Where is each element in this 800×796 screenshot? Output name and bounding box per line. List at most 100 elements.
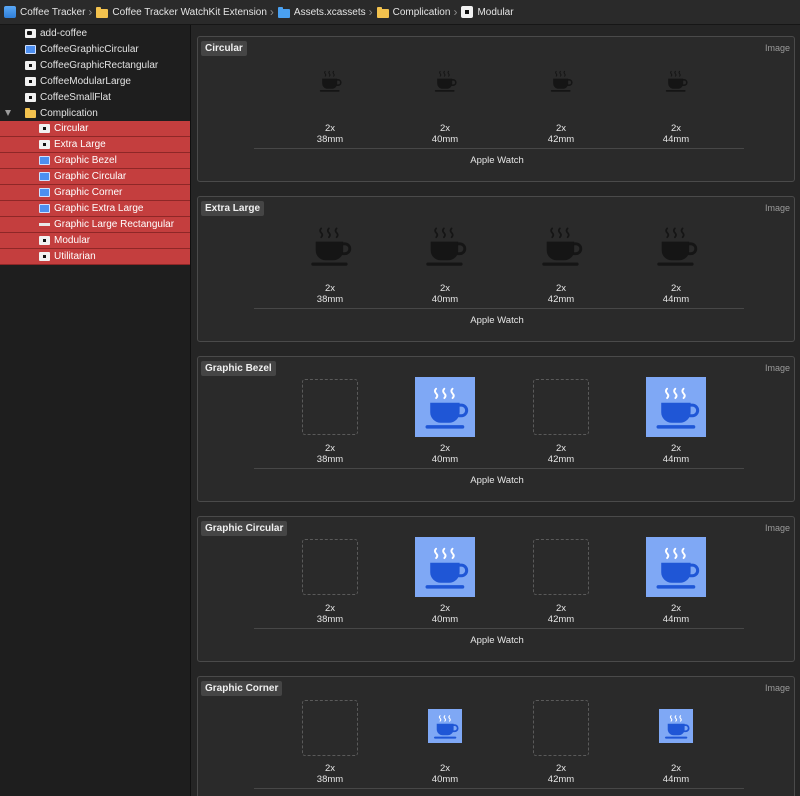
coffee-cup-icon (423, 224, 467, 271)
breadcrumb-item[interactable]: Assets.xcassets (277, 6, 366, 18)
coffee-cup-icon (653, 544, 700, 594)
slot-label: 2x 40mm (405, 763, 485, 785)
group-divider (254, 308, 744, 309)
section-type-label: Image (764, 683, 790, 693)
slot-scale: 2x (555, 123, 567, 134)
slot-label: 2x 44mm (636, 283, 716, 305)
slot-scale: 2x (324, 763, 336, 774)
coffee-cup-icon (653, 384, 700, 434)
image-set-icon (25, 60, 36, 70)
project-icon (4, 6, 16, 18)
sidebar-item[interactable]: add-coffee (0, 25, 190, 41)
sidebar-item-label: CoffeeModularLarge (40, 75, 131, 87)
image-well[interactable] (305, 221, 355, 271)
sidebar-item-label: Graphic Large Rectangular (54, 219, 175, 230)
sidebar-item[interactable]: CoffeeGraphicRectangular (0, 57, 190, 73)
slot-label: 2x 38mm (290, 123, 370, 145)
wide-image-set-icon (39, 220, 50, 229)
breadcrumb-item[interactable]: Coffee Tracker WatchKit Extension (96, 6, 267, 18)
slot-label: 2x 38mm (290, 603, 370, 625)
breadcrumb-item[interactable]: Coffee Tracker (4, 6, 85, 18)
sidebar-item[interactable]: Graphic Large Rectangular (0, 217, 190, 233)
sidebar-item[interactable]: CoffeeModularLarge (0, 73, 190, 89)
coffee-cup-icon (433, 69, 457, 96)
sidebar-item-label: CoffeeSmallFlat (40, 91, 111, 103)
empty-image-well[interactable] (533, 539, 589, 595)
empty-image-well[interactable] (533, 379, 589, 435)
sidebar-item[interactable]: Utilitarian (0, 249, 190, 265)
slot-scale: 2x (324, 123, 336, 134)
section-type-label: Image (764, 523, 790, 533)
image-set-icon (39, 252, 50, 261)
slot-size: 40mm (431, 134, 459, 145)
image-set-icon (461, 6, 474, 18)
slot-size: 42mm (547, 134, 575, 145)
slot-label: 2x 40mm (405, 283, 485, 305)
sidebar-item[interactable]: CoffeeSmallFlat (0, 89, 190, 105)
slot-size: 38mm (316, 134, 344, 145)
sidebar-item-label: Utilitarian (54, 251, 96, 262)
asset-navigator: add-coffee CoffeeGraphicCircular CoffeeGra… (0, 25, 191, 796)
image-well[interactable] (659, 709, 693, 743)
coffee-cup-icon (664, 69, 688, 96)
image-set-icon (25, 28, 36, 38)
sidebar-item[interactable]: Modular (0, 233, 190, 249)
slot-size: 38mm (316, 774, 344, 785)
sidebar-item-label: Graphic Bezel (54, 155, 117, 166)
slot-label: 2x 44mm (636, 123, 716, 145)
sidebar-item[interactable]: Complication (0, 105, 190, 121)
device-group-label: Apple Watch (470, 475, 524, 486)
image-set-icon (39, 140, 50, 149)
image-well[interactable] (415, 537, 475, 597)
graphic-image-set-icon (39, 156, 50, 165)
section-title: Extra Large (201, 201, 265, 216)
image-well[interactable] (546, 66, 576, 96)
device-group-label: Apple Watch (470, 155, 524, 166)
image-well[interactable] (661, 66, 691, 96)
slot-size: 44mm (662, 294, 690, 305)
coffee-cup-icon (549, 69, 573, 96)
image-well[interactable] (651, 221, 701, 271)
empty-image-well[interactable] (533, 700, 589, 756)
image-well[interactable] (415, 377, 475, 437)
sidebar-item[interactable]: Circular (0, 121, 190, 137)
disclosure-triangle-icon[interactable] (5, 110, 11, 116)
sidebar-item-label: Circular (54, 123, 89, 134)
breadcrumb-separator-icon: › (88, 5, 93, 19)
empty-image-well[interactable] (302, 700, 358, 756)
slot-scale: 2x (555, 603, 567, 614)
empty-image-well[interactable] (302, 539, 358, 595)
slot-label: 2x 42mm (521, 283, 601, 305)
folder-icon (376, 6, 389, 18)
slot-scale: 2x (555, 763, 567, 774)
slot-label: 2x 38mm (290, 443, 370, 465)
breadcrumb-item[interactable]: Modular (461, 6, 514, 18)
image-well[interactable] (430, 66, 460, 96)
image-well[interactable] (315, 66, 345, 96)
folder-icon (96, 6, 109, 18)
breadcrumb-item[interactable]: Complication (376, 6, 450, 18)
image-well[interactable] (646, 377, 706, 437)
sidebar-item[interactable]: Graphic Circular (0, 169, 190, 185)
image-well[interactable] (646, 537, 706, 597)
sidebar-item[interactable]: CoffeeGraphicCircular (0, 41, 190, 57)
section-circular: Circular Image 2x 38mm 2x 40mm 2x 42mm 2x 44mm App… (197, 36, 795, 182)
slot-size: 44mm (662, 614, 690, 625)
sidebar-item[interactable]: Graphic Corner (0, 185, 190, 201)
image-set-icon (25, 76, 36, 86)
sidebar-item-label: Graphic Circular (54, 171, 127, 182)
sidebar-item[interactable]: Graphic Extra Large (0, 201, 190, 217)
image-well[interactable] (428, 709, 462, 743)
breadcrumb-label: Modular (477, 6, 514, 18)
image-well[interactable] (420, 221, 470, 271)
section-extra-large: Extra Large Image 2x 38mm 2x 40mm 2x 42mm 2x 44mm… (197, 196, 795, 342)
group-divider (254, 788, 744, 789)
sidebar-item[interactable]: Extra Large (0, 137, 190, 153)
slot-size: 42mm (547, 294, 575, 305)
slot-size: 38mm (316, 614, 344, 625)
image-well[interactable] (536, 221, 586, 271)
coffee-cup-icon (318, 69, 342, 96)
sidebar-item[interactable]: Graphic Bezel (0, 153, 190, 169)
coffee-cup-icon (432, 713, 459, 743)
empty-image-well[interactable] (302, 379, 358, 435)
